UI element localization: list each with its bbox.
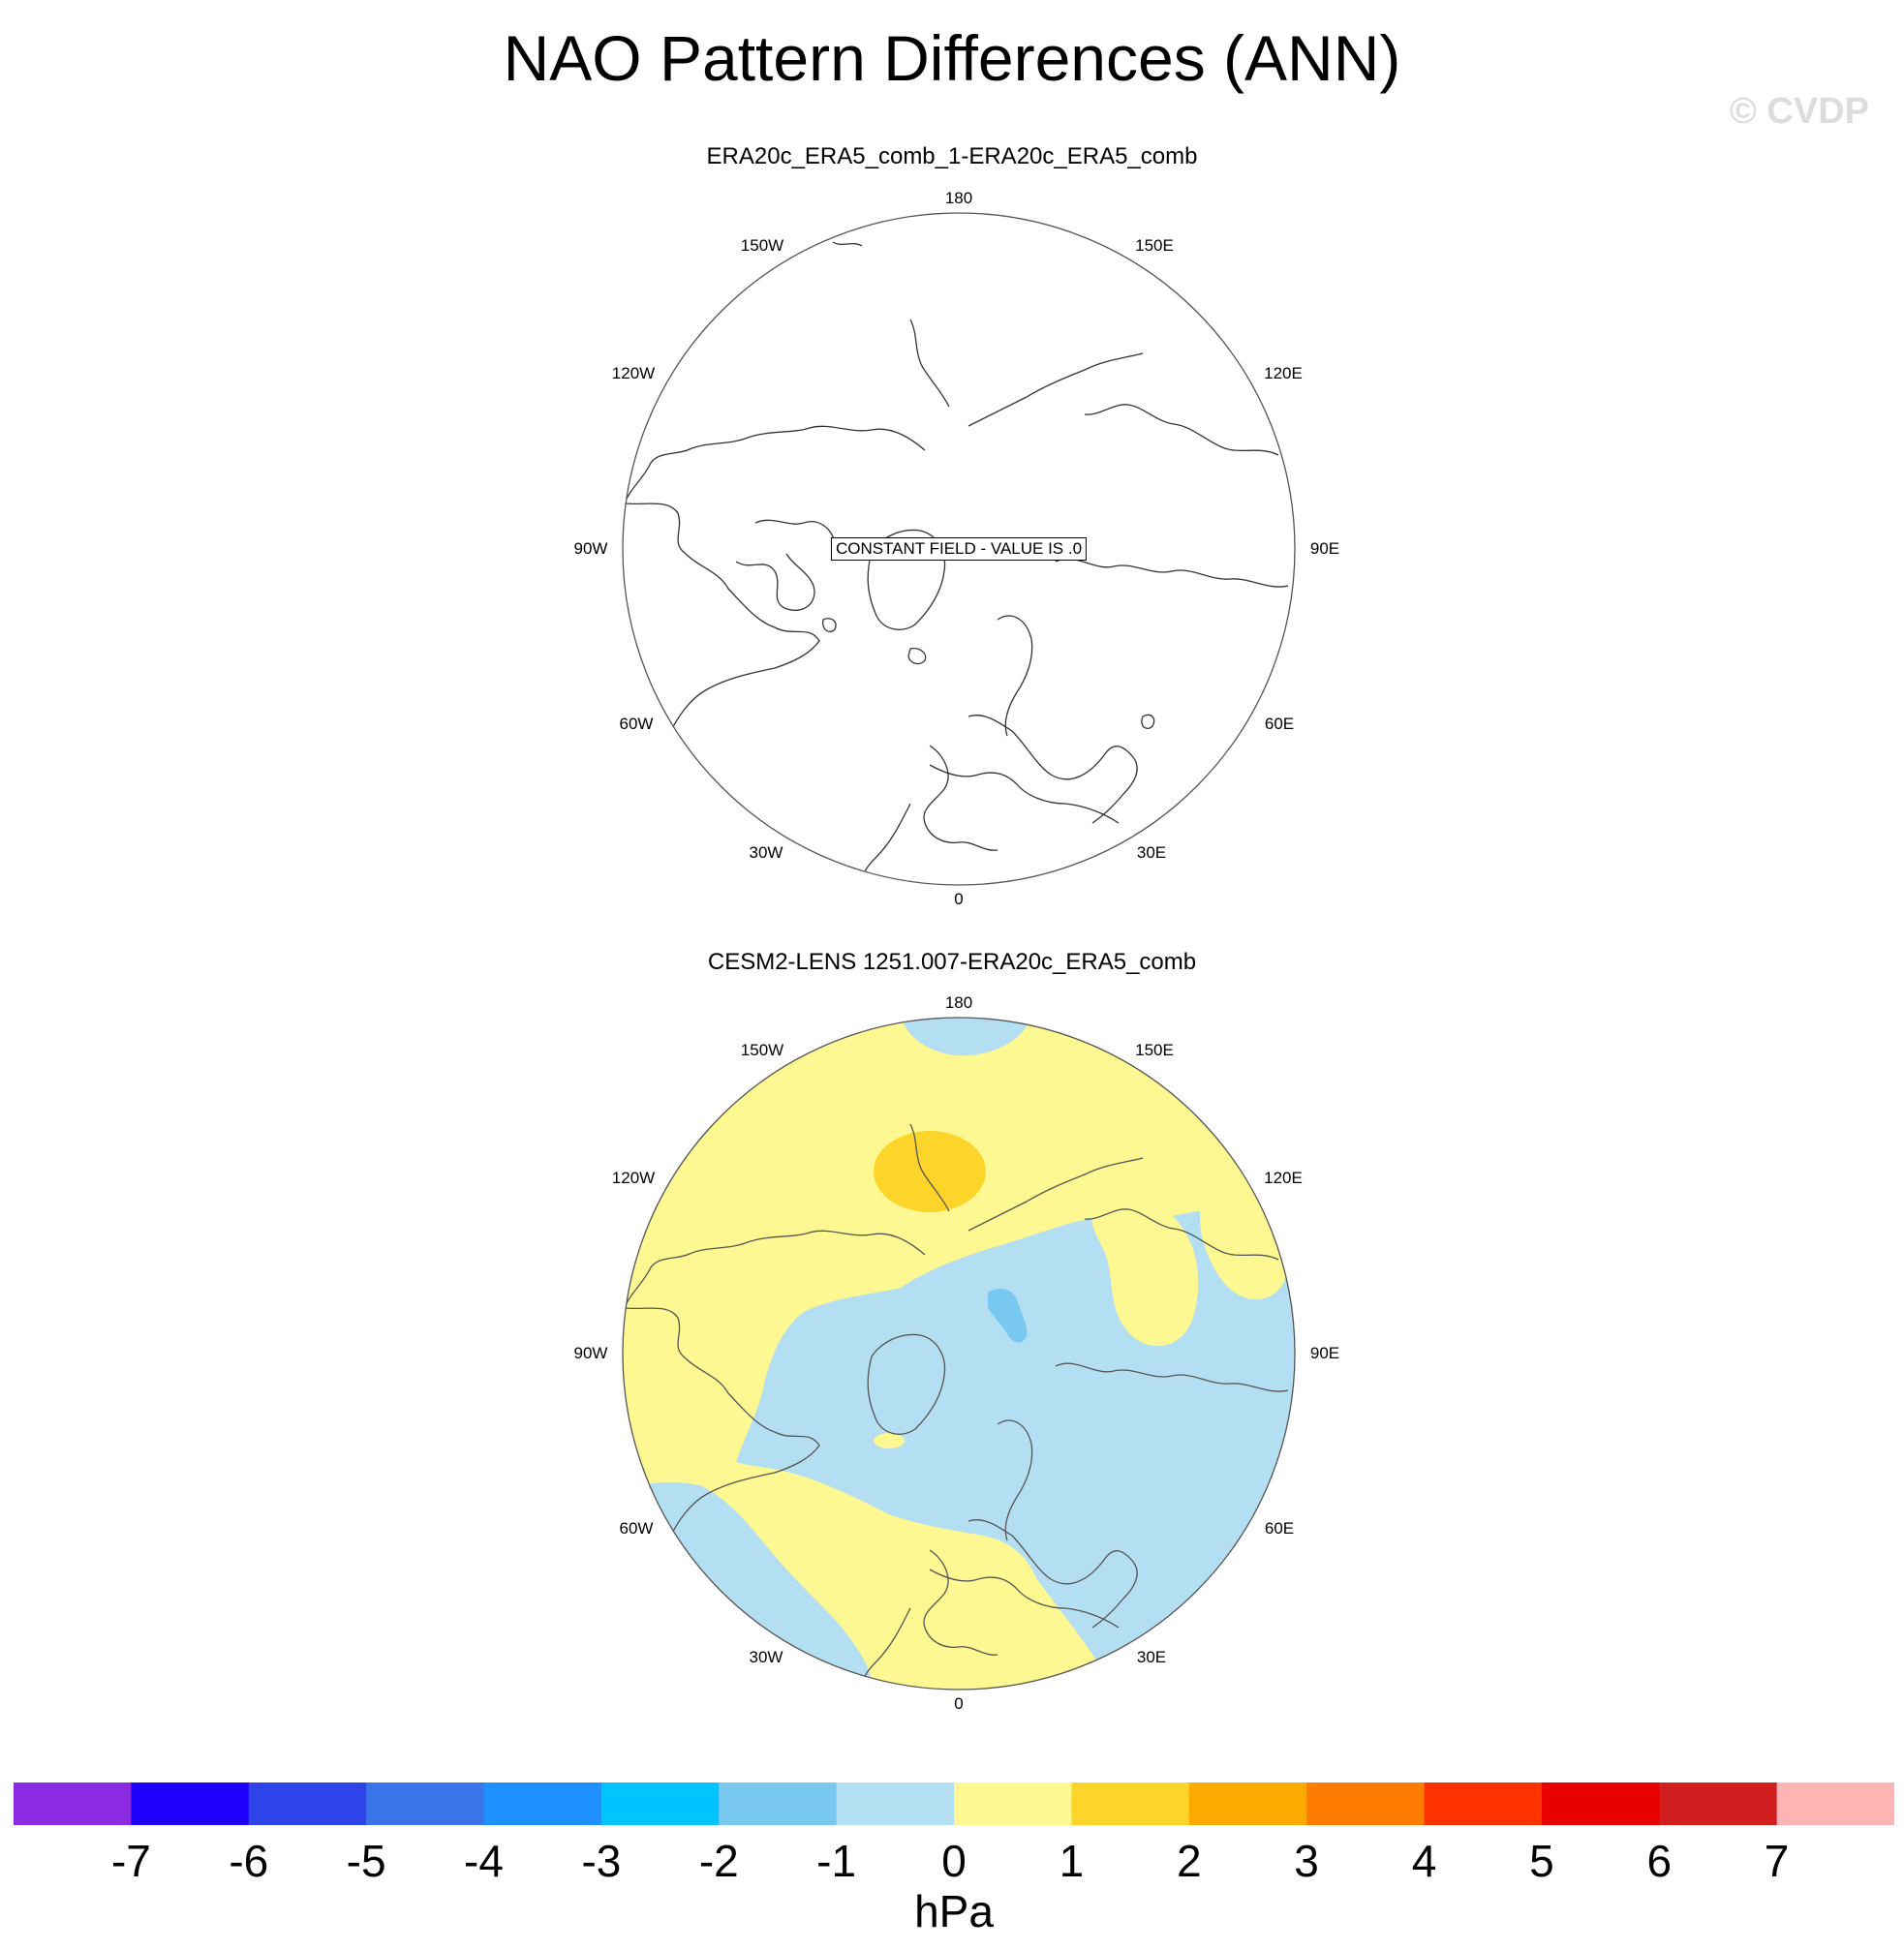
panel-2-lon-60w: 60W [619, 1519, 654, 1538]
panel-1-lon-120w: 120W [611, 364, 656, 382]
colorbar-tick-label: -7 [110, 1836, 151, 1886]
panel-2-coast-north-america [623, 1230, 926, 1619]
constant-field-annotation: CONSTANT FIELD - VALUE IS .0 [830, 537, 1088, 561]
panel-2-lon-150e: 150E [1135, 1041, 1174, 1059]
panel-1-coast-eurasia [1055, 404, 1289, 588]
colorbar-tick-label: 4 [1411, 1836, 1437, 1886]
panel-1-coast-africa [861, 764, 1120, 885]
panel-1-coast-north-america [623, 425, 926, 814]
colorbar-tick-label: 2 [1177, 1836, 1202, 1886]
watermark: © CVDP [1729, 91, 1869, 132]
panel-2-lon-30e: 30E [1136, 1648, 1167, 1666]
panel-1-lon-180: 180 [944, 189, 973, 207]
panel-2-field-positive-greenland [874, 1433, 905, 1448]
panel-2-map-border [622, 1017, 1296, 1691]
panel-2-coast-eurasia [1055, 1208, 1289, 1392]
panel-2-title: CESM2-LENS 1251.007-ERA20c_ERA5_comb [707, 949, 1197, 975]
panel-2-coast-bering [909, 1123, 1144, 1232]
colorbar [14, 1782, 1894, 1825]
colorbar-swatch-15 [1776, 1782, 1894, 1825]
panel-2-field-min-barents [988, 1288, 1028, 1343]
colorbar-swatch-1 [131, 1782, 250, 1825]
panel-1-lon-90w: 90W [573, 539, 608, 558]
panel-2-field-positive-siberia [1091, 1196, 1288, 1347]
panel-1-lon-0: 0 [954, 890, 964, 908]
colorbar-tick-label: 1 [1059, 1836, 1085, 1886]
panel-2-field-negative-atlantic [623, 1481, 872, 1690]
colorbar-swatch-13 [1541, 1782, 1660, 1825]
chart-title: NAO Pattern Differences (ANN) [503, 22, 1401, 94]
panel-1-lon-150w: 150W [740, 236, 784, 255]
panel-2-coast-europe [923, 1419, 1138, 1656]
panel-1-coast-europe [923, 615, 1138, 851]
panel-1-lon-90e: 90E [1309, 539, 1340, 558]
colorbar-swatch-10 [1188, 1782, 1307, 1825]
panel-2-lon-0: 0 [954, 1694, 964, 1713]
panel-2-lon-30w: 30W [749, 1648, 783, 1666]
colorbar-swatch-9 [1071, 1782, 1190, 1825]
colorbar-swatch-3 [366, 1782, 485, 1825]
colorbar-swatch-6 [719, 1782, 838, 1825]
colorbar-tick-label: 6 [1646, 1836, 1673, 1886]
colorbar-tick-label: -3 [581, 1836, 622, 1886]
colorbar-tick-label: 0 [941, 1836, 967, 1886]
colorbar-tick-label: 3 [1294, 1836, 1319, 1886]
colorbar-swatch-7 [836, 1782, 955, 1825]
colorbar-swatch-14 [1659, 1782, 1778, 1825]
colorbar-tick-label: 7 [1764, 1836, 1790, 1886]
colorbar-swatch-5 [600, 1782, 720, 1825]
panel-1-lon-60w: 60W [619, 715, 654, 733]
colorbar-swatch-8 [954, 1782, 1072, 1825]
panel-1-lon-120e: 120E [1264, 364, 1303, 382]
panel-1-coast-islands [822, 618, 1155, 730]
panel-1-coastlines [623, 241, 1289, 885]
colorbar-unit: hPa [914, 1886, 994, 1936]
panel-2-field-negative-top [901, 1018, 1027, 1056]
colorbar-swatch-2 [248, 1782, 367, 1825]
panel-1-coast-hudson [735, 519, 836, 611]
panel-2-lon-60e: 60E [1264, 1519, 1295, 1538]
colorbar-tick-label: -2 [698, 1836, 739, 1886]
colorbar-tick-label: -1 [816, 1836, 857, 1886]
panel-1-lon-30e: 30E [1136, 843, 1167, 862]
panel-2-field-negative-main [736, 1208, 1295, 1690]
colorbar-tick-label: -6 [229, 1836, 269, 1886]
panel-1-lon-30w: 30W [749, 843, 783, 862]
panel-2-field-max-bering [874, 1131, 986, 1212]
panel-2-coastlines [623, 1123, 1289, 1690]
panel-2-field-negative-pacific [1240, 1113, 1295, 1220]
panel-2-lon-180: 180 [944, 993, 973, 1012]
colorbar-tick-label: -5 [346, 1836, 386, 1886]
panel-1-lon-60e: 60E [1264, 715, 1295, 733]
colorbar-tick-label: -4 [464, 1836, 504, 1886]
panel-1-lon-150e: 150E [1135, 236, 1174, 255]
colorbar-tick-label: 5 [1529, 1836, 1554, 1886]
panel-2-field-positive-base [623, 1018, 1295, 1690]
panel-2-coast-africa [861, 1569, 1120, 1690]
panel-1-coast-bering [832, 241, 1144, 427]
panel-2-lon-150w: 150W [740, 1041, 784, 1059]
panel-2-lon-90w: 90W [573, 1344, 608, 1362]
colorbar-swatch-11 [1306, 1782, 1426, 1825]
panel-1-title: ERA20c_ERA5_comb_1-ERA20c_ERA5_comb [706, 143, 1198, 169]
panel-2-lon-120w: 120W [611, 1169, 656, 1187]
colorbar-swatch-0 [14, 1782, 132, 1825]
panel-2-lon-120e: 120E [1264, 1169, 1303, 1187]
colorbar-swatch-12 [1424, 1782, 1543, 1825]
colorbar-swatch-4 [483, 1782, 602, 1825]
panel-2-lon-90e: 90E [1309, 1344, 1340, 1362]
panel-2-coast-greenland [867, 1333, 946, 1435]
